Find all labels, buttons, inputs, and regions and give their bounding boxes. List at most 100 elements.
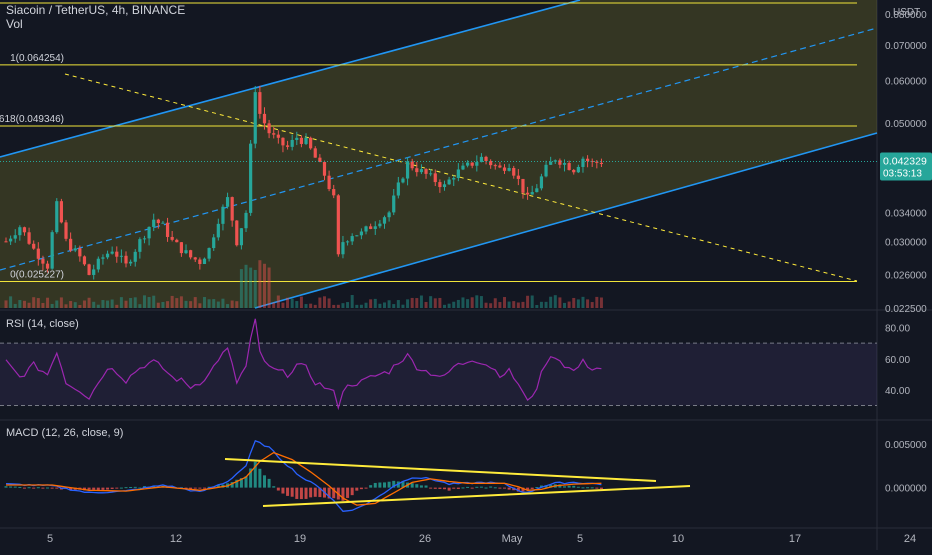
candle-body (258, 92, 262, 114)
macd-histogram-bar (373, 482, 377, 488)
macd-histogram-bar (419, 485, 423, 488)
volume-bar (166, 301, 170, 308)
candle-body (507, 168, 511, 171)
volume-bar (262, 263, 266, 308)
candle-body (92, 269, 96, 275)
fib-level-label: 0(0.025227) (10, 269, 64, 280)
volume-bar (152, 295, 156, 308)
macd-tick-label: 0.000000 (885, 484, 927, 495)
candle-body (138, 239, 142, 252)
macd-histogram-bar (290, 487, 294, 497)
macd-histogram-bar (272, 486, 276, 488)
macd-histogram-bar (498, 487, 502, 489)
candle-body (484, 156, 488, 161)
price-tick-label: 0.080000 (885, 10, 927, 21)
macd-histogram-bar (106, 487, 110, 490)
volume-bar (87, 297, 91, 308)
volume-bar (9, 296, 13, 308)
macd-trendline-upper (224, 458, 657, 482)
macd-histogram-bar (249, 468, 253, 488)
volume-bar (526, 295, 530, 308)
candle-body (45, 263, 50, 269)
candle-body (502, 167, 507, 171)
volume-bar (539, 301, 543, 308)
candle-body (318, 157, 322, 162)
candle-body (493, 165, 497, 167)
macd-histogram-bar (13, 486, 17, 488)
macd-histogram-bar (572, 485, 576, 488)
signal-line (6, 451, 602, 506)
volume-bar (318, 297, 322, 308)
candle-body (272, 133, 276, 135)
candle-body (119, 255, 123, 257)
candle-body (544, 164, 548, 177)
candle-body (165, 222, 170, 237)
macd-histogram-bar (539, 485, 543, 488)
macd-histogram-bar (447, 487, 451, 491)
volume-bar (493, 298, 497, 308)
symbol-title[interactable]: Siacoin / TetherUS, 4h, BINANCE (6, 3, 186, 17)
candle-body (73, 248, 77, 251)
macd-histogram-bar (576, 486, 580, 488)
volume-bar (230, 300, 234, 308)
macd-histogram-bar (461, 487, 465, 489)
volume-bar (161, 301, 165, 308)
volume-bar (216, 301, 220, 308)
rsi-band (0, 343, 877, 406)
candle-body (64, 222, 68, 239)
macd-histogram-bar (9, 486, 13, 488)
candle-body (359, 231, 364, 236)
rsi-label[interactable]: RSI (14, close) (6, 318, 79, 330)
macd-histogram-bar (32, 487, 36, 489)
time-tick-label: 17 (789, 533, 801, 545)
macd-histogram-bar (267, 478, 271, 488)
volume-bar (170, 295, 174, 308)
macd-label[interactable]: MACD (12, 26, close, 9) (6, 427, 124, 439)
volume-bar (101, 300, 105, 308)
macd-histogram-bar (392, 480, 396, 488)
volume-bar (309, 303, 313, 308)
candle-body (142, 238, 147, 240)
candle-body (456, 169, 460, 179)
macd-histogram-bar (378, 482, 382, 488)
candle-body (152, 219, 156, 227)
macd-histogram-bar (507, 487, 511, 490)
candle-body (27, 232, 31, 244)
candle-body (382, 217, 387, 224)
volume-bar (322, 296, 326, 308)
time-tick-label: May (502, 533, 523, 545)
candle-body (110, 251, 114, 254)
candle-body (124, 255, 128, 264)
currency-label: USDT (893, 7, 920, 18)
macd-histogram-bar (595, 487, 599, 489)
candle-body (59, 201, 63, 223)
macd-histogram-bar (198, 487, 202, 489)
macd-histogram-bar (433, 487, 437, 489)
candle-body (156, 219, 160, 224)
rsi-tick-label: 40.00 (885, 386, 910, 397)
volume-bar (475, 295, 479, 308)
volume-bar (96, 304, 100, 308)
volume-bar (156, 302, 160, 308)
volume-bar (586, 299, 590, 308)
macd-histogram-bar (189, 487, 193, 490)
volume-bar (253, 269, 257, 308)
fib-level-label: 1(0.064254) (10, 53, 64, 64)
candle-body (530, 192, 534, 195)
macd-histogram-bar (193, 487, 197, 489)
macd-histogram-bar (429, 487, 433, 489)
macd-histogram-bar (276, 487, 280, 491)
macd-histogram-bar (549, 484, 553, 488)
macd-histogram-bar (202, 487, 206, 489)
volume-bar (452, 301, 456, 308)
macd-histogram-bar (364, 487, 368, 489)
chart-header: Siacoin / TetherUS, 4h, BINANCE Vol (6, 3, 185, 31)
volume-bar (355, 304, 359, 308)
macd-histogram-bar (521, 487, 525, 492)
candle-body (581, 158, 585, 167)
candle-body (262, 113, 267, 124)
volume-bar (401, 304, 405, 308)
candle-body (585, 158, 590, 161)
